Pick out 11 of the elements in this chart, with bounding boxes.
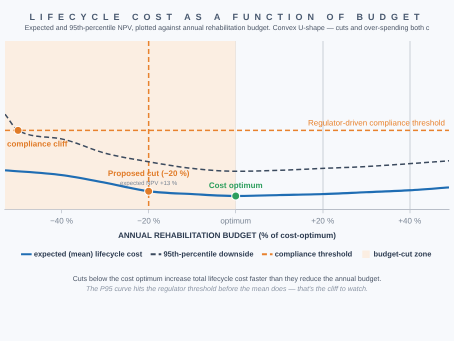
chart-title: LIFECYCLE COST AS A FUNCTION OF BUDGET <box>28 11 426 22</box>
x-axis-title: ANNUAL REHABILITATION BUDGET (% of cost-optimum) <box>118 230 336 240</box>
x-tick-label: +40 % <box>398 216 422 226</box>
annotation: Regulator-driven compliance threshold <box>308 118 445 128</box>
x-tick-label: optimum <box>220 216 252 226</box>
annotation: Proposed cut (−20 %) <box>108 169 190 178</box>
annotation: Cost optimum <box>208 180 263 190</box>
x-tick-label: −40 % <box>50 216 74 226</box>
x-tick-label: +20 % <box>311 216 334 226</box>
x-tick-label: −20 % <box>137 216 160 226</box>
annotation: compliance cliff <box>7 140 68 149</box>
